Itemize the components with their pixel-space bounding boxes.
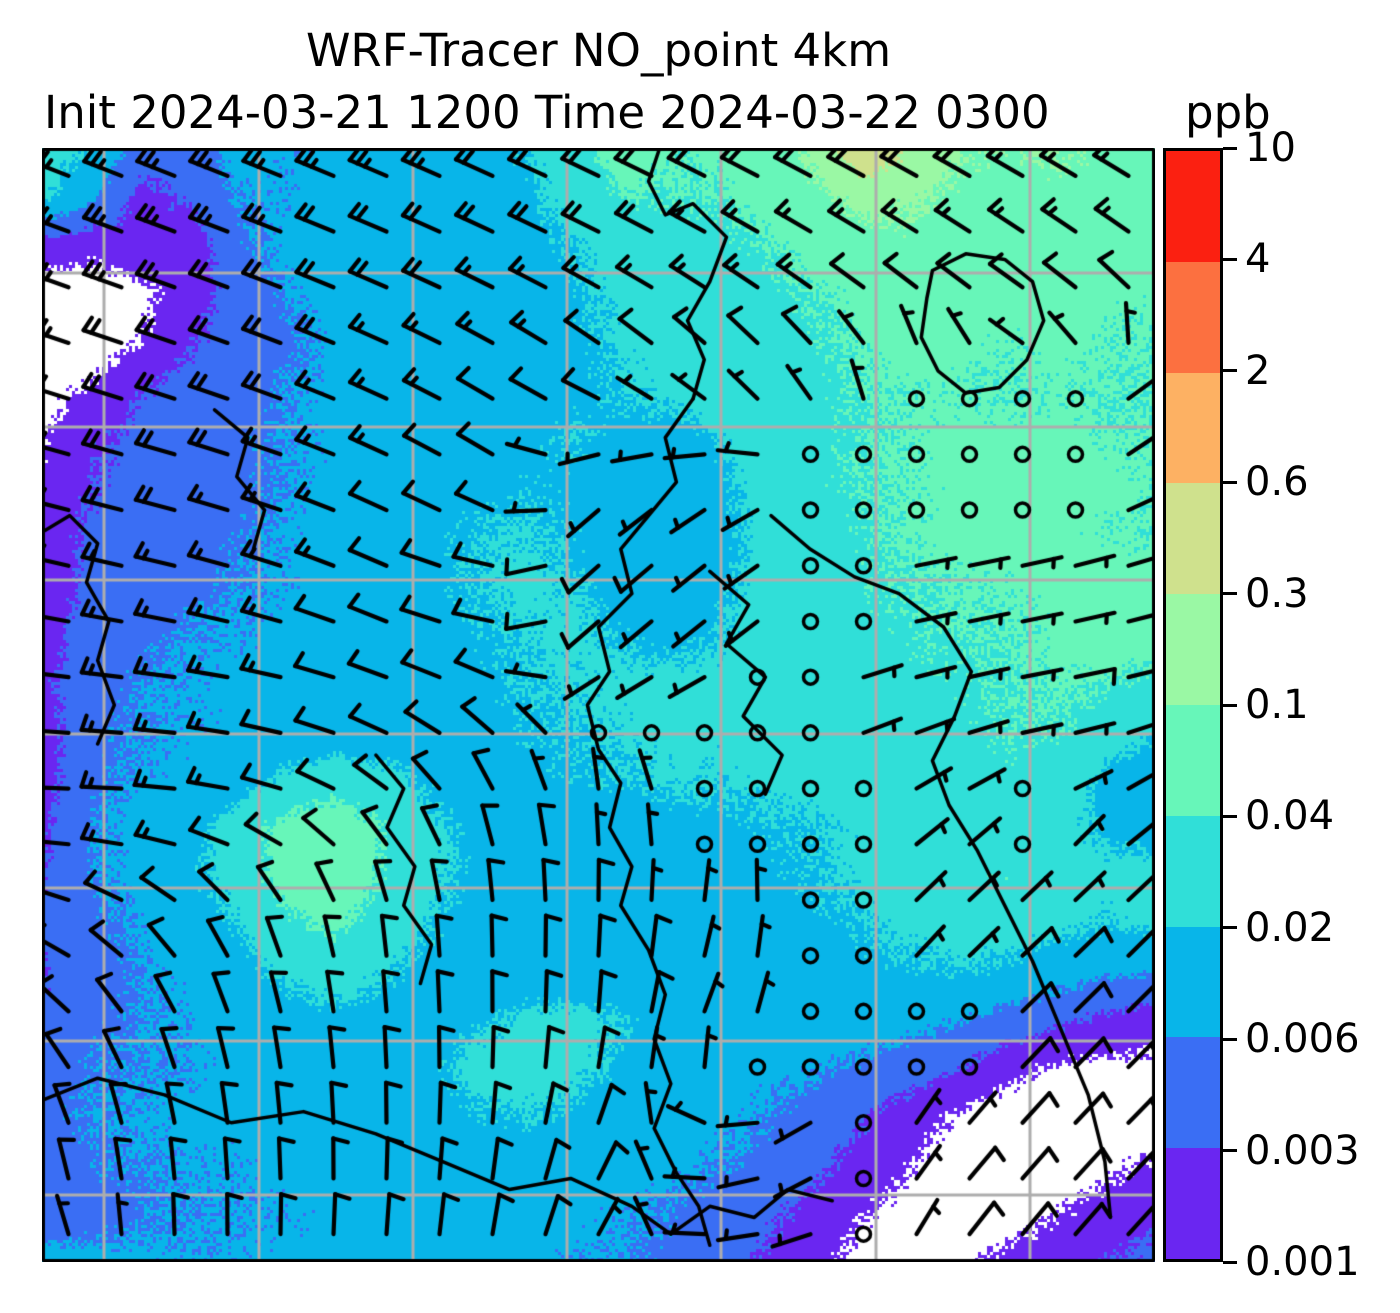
- colorbar-tick-label: 0.04: [1245, 793, 1335, 840]
- colorbar-tick-label: 2: [1245, 347, 1271, 394]
- colorbar-tick-label: 0.1: [1245, 682, 1309, 728]
- colorbar-tick: [1223, 480, 1237, 484]
- colorbar-segment: [1166, 261, 1220, 373]
- colorbar-segment: [1166, 151, 1220, 262]
- colorbar-tick-label: 0.003: [1245, 1127, 1360, 1174]
- colorbar-tick: [1223, 814, 1237, 818]
- colorbar-segment: [1166, 926, 1220, 1038]
- colorbar-tick: [1223, 592, 1237, 596]
- colorbar-segment: [1166, 1037, 1220, 1149]
- colorbar-tick-label: 0.001: [1245, 1239, 1360, 1285]
- colorbar-units-label: ppb: [1185, 86, 1271, 139]
- colorbar-tick-label: 0.006: [1245, 1016, 1360, 1063]
- chart-subtitle: Init 2024-03-21 1200 Time 2024-03-22 030…: [44, 86, 1050, 139]
- chart-title: WRF-Tracer NO_point 4km: [305, 24, 892, 77]
- colorbar: [1163, 148, 1223, 1262]
- colorbar-segment: [1166, 815, 1220, 927]
- colorbar-tick-label: 0.3: [1245, 570, 1309, 617]
- colorbar-tick: [1223, 369, 1237, 373]
- colorbar-tick: [1223, 1037, 1237, 1041]
- colorbar-tick: [1223, 1149, 1237, 1153]
- colorbar-tick-label: 10: [1245, 125, 1296, 171]
- colorbar-tick: [1223, 1260, 1237, 1264]
- colorbar-segment: [1166, 594, 1220, 705]
- colorbar-segment: [1166, 1148, 1220, 1259]
- colorbar-tick-label: 4: [1245, 236, 1271, 283]
- colorbar-tick: [1223, 257, 1237, 261]
- colorbar-segment: [1166, 704, 1220, 816]
- colorbar-tick: [1223, 703, 1237, 707]
- colorbar-tick-label: 0.6: [1245, 459, 1309, 506]
- colorbar-tick-label: 0.02: [1245, 904, 1335, 951]
- map-canvas: [42, 148, 1155, 1262]
- colorbar-tick: [1223, 146, 1237, 150]
- colorbar-segment: [1166, 372, 1220, 484]
- colorbar-segment: [1166, 483, 1220, 595]
- colorbar-tick: [1223, 926, 1237, 930]
